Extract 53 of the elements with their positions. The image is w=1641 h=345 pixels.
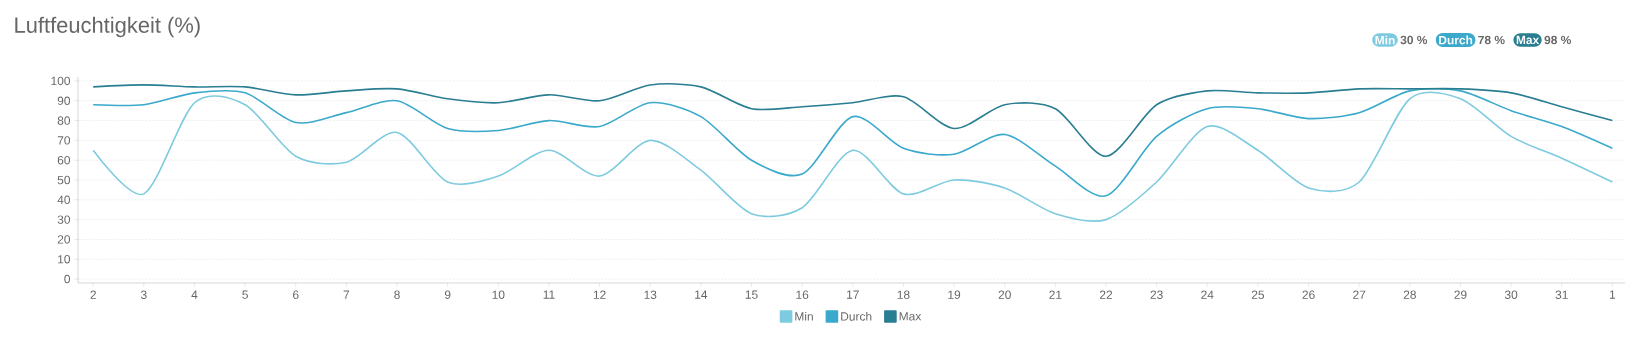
- y-tick-label: 100: [51, 76, 71, 86]
- x-tick-label: 20: [998, 290, 1011, 299]
- x-tick-label: 24: [1201, 290, 1214, 299]
- y-tick-label: 30: [57, 215, 71, 224]
- x-tick-label: 9: [444, 290, 451, 299]
- x-tick-label: 7: [343, 290, 350, 299]
- y-tick-label: 40: [57, 195, 71, 205]
- x-tick-label: 17: [847, 290, 859, 299]
- text: Min: [1375, 35, 1395, 45]
- text: Max: [1516, 35, 1540, 45]
- x-tick-label: 15: [745, 290, 758, 299]
- x-tick-label: 2: [90, 290, 96, 299]
- text: 30 %: [1400, 35, 1428, 45]
- x-tick-label: 13: [644, 290, 657, 299]
- x-tick-label: 16: [796, 290, 809, 299]
- x-tick-label: 10: [492, 290, 505, 299]
- x-tick-label: 22: [1099, 290, 1113, 299]
- x-tick-label: 19: [948, 290, 961, 299]
- x-tick-label: 18: [897, 290, 910, 299]
- x-tick-label: 5: [242, 290, 248, 299]
- x-tick-label: 30: [1504, 290, 1518, 299]
- x-tick-label: 6: [293, 290, 299, 299]
- x-tick-label: 23: [1150, 290, 1163, 299]
- x-tick-label: 4: [191, 290, 198, 299]
- x-tick-label: 27: [1353, 290, 1366, 299]
- x-tick-label: 25: [1251, 290, 1265, 299]
- y-tick-label: 20: [57, 235, 71, 244]
- legend-label: Min: [795, 311, 813, 321]
- legend-label: Durch: [841, 311, 872, 321]
- line-series: [92, 83, 1614, 158]
- x-tick-label: 26: [1302, 290, 1315, 299]
- y-tick-label: 0: [64, 274, 71, 284]
- x-tick-label: 11: [543, 290, 555, 299]
- y-tick-label: 10: [58, 255, 71, 264]
- x-tick-label: 31: [1555, 290, 1568, 299]
- text: 78 %: [1478, 35, 1505, 45]
- x-tick-label: 21: [1049, 290, 1062, 299]
- y-tick-label: 60: [57, 155, 71, 165]
- y-tick-label: 80: [57, 116, 71, 125]
- x-tick-label: 29: [1454, 290, 1467, 299]
- x-tick-label: 14: [695, 290, 708, 299]
- legend-label: Max: [899, 312, 922, 321]
- x-tick-label: 1: [1609, 290, 1616, 299]
- x-tick-label: 3: [140, 290, 147, 299]
- x-tick-label: 12: [593, 290, 606, 299]
- text: Durch: [1439, 35, 1473, 45]
- y-tick-label: 90: [57, 96, 71, 105]
- y-tick-label: 50: [57, 175, 71, 185]
- chart-title: Luftfeuchtigkeit (%): [15, 16, 200, 38]
- text: 98 %: [1544, 35, 1571, 45]
- y-tick-label: 70: [57, 136, 71, 145]
- x-tick-label: 28: [1403, 290, 1416, 299]
- x-tick-label: 8: [394, 290, 400, 299]
